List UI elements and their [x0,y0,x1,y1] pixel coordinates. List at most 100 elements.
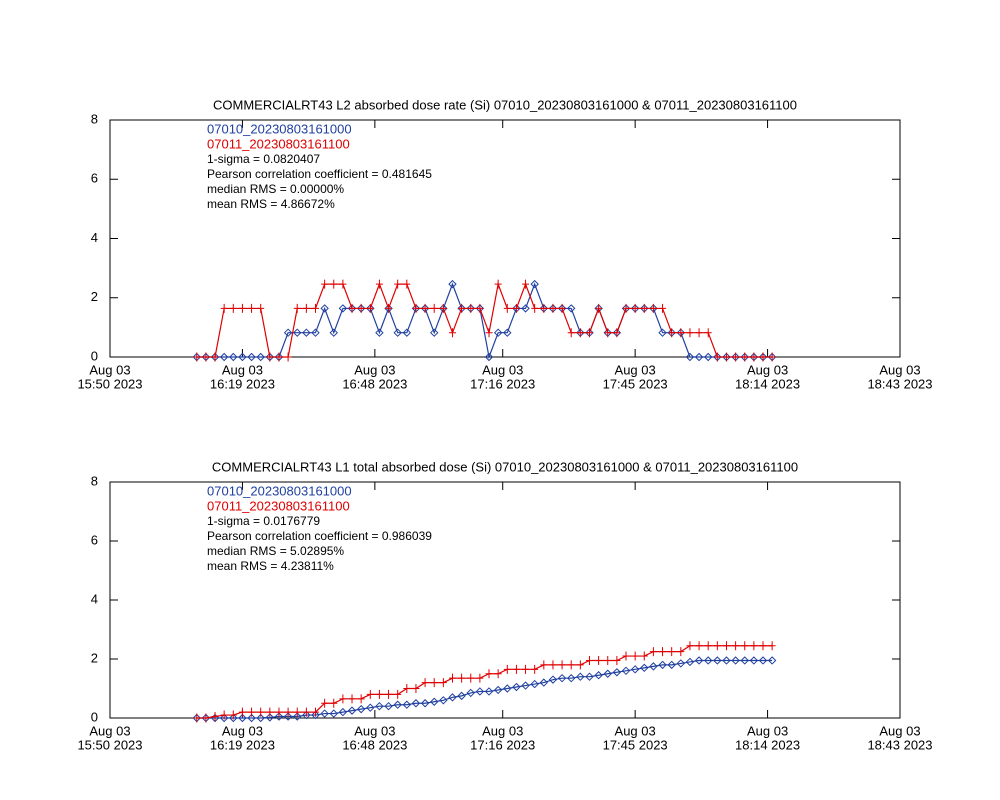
data-marker [219,352,229,362]
x-tick-label: Aug 03 [615,723,656,738]
data-marker [283,328,293,337]
x-tick-label: Aug 03 [482,723,523,738]
data-marker [630,665,640,674]
data-marker [458,673,466,683]
x-tick-label: 17:45 2023 [603,737,668,752]
data-marker [741,641,749,651]
data-marker [484,352,494,362]
data-marker [494,669,502,679]
data-marker [585,655,593,665]
data-marker [265,713,275,722]
data-marker [595,655,603,665]
y-tick-label: 8 [91,473,98,488]
data-marker [604,328,612,338]
data-marker [420,699,430,708]
data-marker [330,279,338,289]
data-marker [219,713,229,723]
data-marker [713,656,722,665]
x-tick-label: Aug 03 [354,362,395,377]
data-marker [659,647,667,657]
data-marker [439,678,447,688]
data-marker [622,651,630,661]
data-marker [622,303,630,313]
data-marker [557,673,567,683]
y-tick-label: 2 [91,650,98,665]
data-marker [348,303,356,313]
data-marker [467,673,475,683]
data-marker [604,655,612,665]
data-marker [211,712,219,722]
data-marker [284,352,292,362]
data-marker [631,651,639,661]
data-marker [430,328,439,337]
data-marker [402,328,412,337]
data-marker [713,352,721,362]
y-tick-label: 0 [91,709,98,724]
x-tick-label: 18:43 2023 [867,737,932,752]
data-marker [732,352,740,362]
data-marker [238,713,247,723]
data-marker [522,279,530,289]
data-marker [649,662,658,671]
data-marker [229,713,238,723]
data-marker [311,707,319,717]
data-marker [685,352,695,362]
data-marker [613,328,621,338]
chart-title: COMMERCIALRT43 L2 absorbed dose rate (Si… [213,97,797,112]
data-marker [531,303,539,313]
data-marker [247,713,256,723]
y-tick-label: 6 [91,171,98,186]
data-marker [366,689,374,699]
data-marker [311,710,320,720]
data-marker [750,352,758,362]
annotation: 1-sigma = 0.0176779 [207,514,320,528]
x-tick-label: Aug 03 [747,723,788,738]
data-marker [521,681,530,690]
data-marker [357,694,365,704]
data-marker [475,687,485,696]
data-marker [238,303,246,313]
data-marker [193,713,201,723]
data-marker [685,657,695,667]
x-tick-label: Aug 03 [747,362,788,377]
data-marker [695,328,703,338]
data-marker [248,303,256,313]
data-marker [612,668,622,677]
data-marker [248,707,256,717]
data-marker [567,304,576,313]
data-marker [330,698,338,708]
data-marker [658,328,667,337]
data-marker [594,671,603,680]
data-marker [677,328,685,338]
data-marker [302,303,310,313]
data-marker [311,303,319,313]
data-marker [758,656,768,665]
data-marker [484,687,494,696]
data-marker [229,710,237,720]
data-marker [421,678,429,688]
data-marker [366,703,375,712]
data-marker [741,352,749,362]
data-marker [293,303,301,313]
data-marker [356,704,366,714]
data-marker [320,304,329,313]
x-tick-label: Aug 03 [222,723,263,738]
data-marker [649,303,657,313]
data-marker [704,656,713,665]
data-marker [393,700,402,709]
data-marker [357,303,365,313]
legend-entry: 07011_20230803161100 [207,498,350,513]
data-marker [293,712,302,721]
data-marker [668,647,676,657]
data-marker [412,303,420,313]
data-marker [694,656,704,665]
data-marker [448,673,456,683]
data-marker [732,641,740,651]
data-marker [704,328,712,338]
data-marker [403,684,411,693]
data-marker [695,641,703,651]
data-marker [366,303,374,313]
x-tick-label: 15:50 2023 [77,376,142,391]
data-marker [202,713,210,723]
